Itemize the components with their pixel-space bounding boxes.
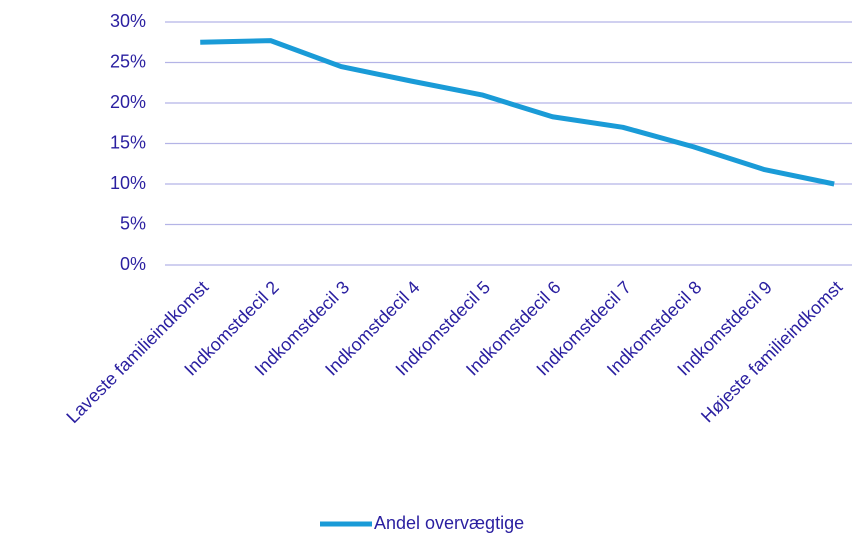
y-tick-label: 10% [110, 173, 146, 193]
y-tick-label: 15% [110, 132, 146, 152]
x-tick-label: Højeste familieindkomst [697, 277, 846, 426]
y-tick-label: 20% [110, 92, 146, 112]
y-tick-label: 25% [110, 51, 146, 71]
y-tick-label: 5% [120, 213, 146, 233]
y-tick-label: 0% [120, 254, 146, 274]
legend-label: Andel overvægtige [374, 513, 524, 533]
y-tick-label: 30% [110, 11, 146, 31]
data-line [200, 38, 835, 187]
x-tick-label: Laveste familieindkomst [62, 277, 212, 427]
